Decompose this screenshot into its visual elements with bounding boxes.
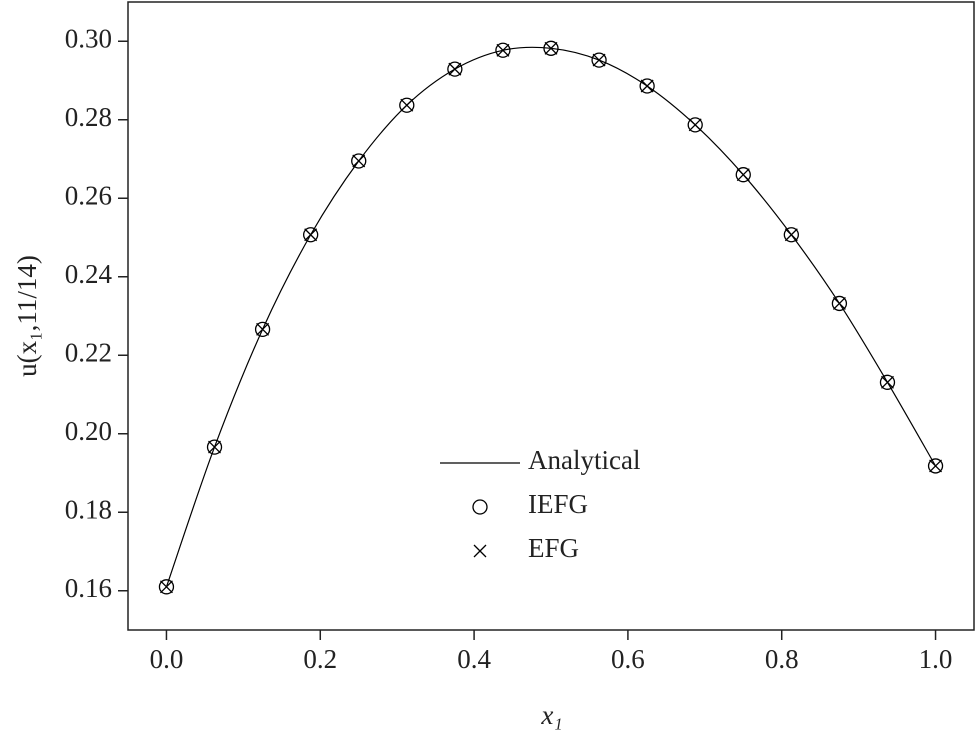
y-tick-label: 0.22 <box>65 337 112 367</box>
x-marker <box>832 296 846 310</box>
circle-marker <box>591 52 607 68</box>
y-tick-label: 0.28 <box>65 102 112 132</box>
circle-marker <box>351 153 367 169</box>
x-tick-label: 0.6 <box>611 644 645 674</box>
legend-symbol <box>472 499 488 515</box>
x-axis-label: x₁ <box>540 700 562 730</box>
circle-marker <box>687 117 703 133</box>
y-tick-label: 0.18 <box>65 494 112 524</box>
y-axis-label: u(x₁,11/14) <box>12 255 42 377</box>
circle-marker <box>735 167 751 183</box>
circle-marker <box>879 374 896 390</box>
x-marker <box>640 79 654 93</box>
x-marker <box>352 154 366 168</box>
x-marker <box>929 459 943 473</box>
legend-label: Analytical <box>528 445 640 475</box>
x-marker <box>881 375 894 389</box>
x-tick-label: 0.8 <box>765 644 799 674</box>
circle-marker <box>399 97 415 113</box>
y-tick-label: 0.24 <box>65 259 113 289</box>
plot-frame <box>127 1 975 631</box>
circle-marker <box>447 61 463 77</box>
y-tick-label: 0.30 <box>65 23 112 53</box>
y-tick-label: 0.16 <box>65 573 112 603</box>
circle-marker <box>158 579 175 595</box>
x-marker <box>304 228 318 242</box>
x-marker <box>736 168 750 182</box>
x-marker <box>400 98 414 112</box>
circle-marker <box>495 42 511 58</box>
x-marker <box>208 440 221 454</box>
circle-marker <box>254 321 271 337</box>
x-tick-label: 1.0 <box>919 644 953 674</box>
circle-marker <box>927 458 944 474</box>
circle-marker <box>543 40 559 56</box>
x-marker <box>784 228 798 242</box>
circle-marker <box>831 295 848 312</box>
x-marker <box>256 322 270 336</box>
x-marker <box>448 62 462 76</box>
x-marker <box>688 118 702 132</box>
x-marker <box>159 580 173 594</box>
y-tick-label: 0.20 <box>65 416 112 446</box>
x-tick-label: 0.2 <box>303 644 337 674</box>
legend-label: EFG <box>528 533 579 563</box>
circle-marker <box>783 227 799 243</box>
x-tick-label: 0.0 <box>150 644 184 674</box>
x-marker <box>592 53 606 67</box>
x-tick-label: 0.4 <box>457 644 491 674</box>
circle-marker <box>639 78 655 94</box>
legend-label: IEFG <box>528 489 588 519</box>
x-marker <box>544 41 558 55</box>
y-tick-label: 0.26 <box>65 180 112 210</box>
circle-marker <box>303 227 319 243</box>
x-marker <box>496 43 510 57</box>
legend-symbol <box>473 544 487 558</box>
analytical-line <box>165 46 937 588</box>
circle-marker <box>206 439 223 455</box>
